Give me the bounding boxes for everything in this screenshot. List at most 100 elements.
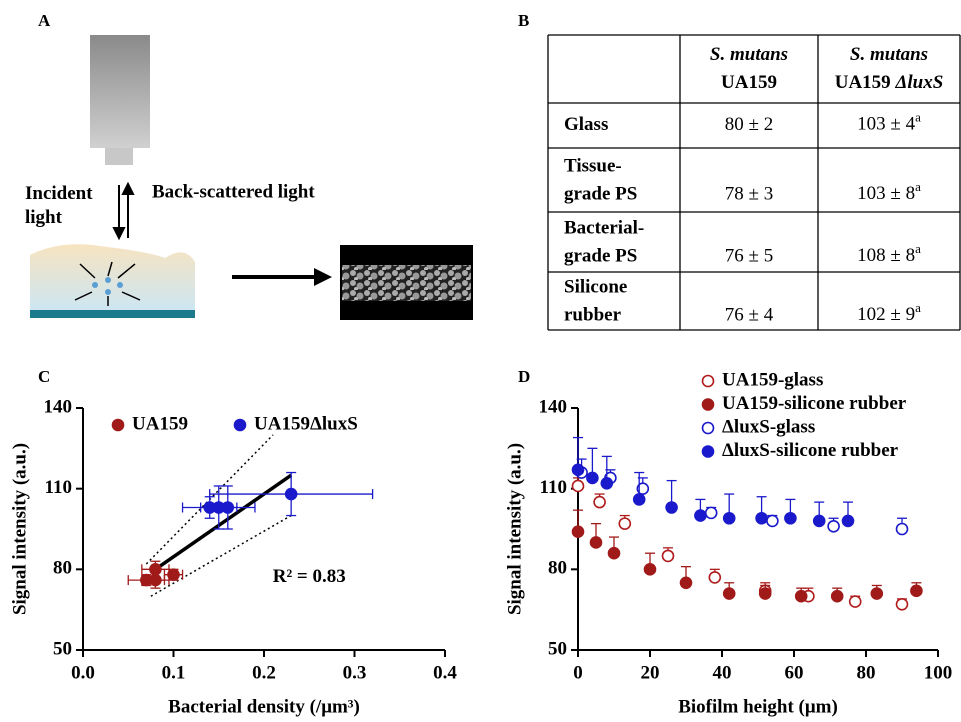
- header-species: S. mutans: [850, 44, 928, 65]
- legend-marker: [701, 398, 715, 411]
- cell-value: 78 ± 3: [725, 183, 773, 204]
- legend-marker: [701, 374, 715, 388]
- x-tick-label: 0.4: [433, 662, 457, 683]
- panel-label: A: [38, 11, 51, 30]
- header-mutant: ΔluxS: [894, 72, 943, 93]
- x-tick-label: 0.3: [343, 662, 367, 683]
- cell-value: 103 ± 4a: [857, 109, 921, 134]
- point: [571, 525, 585, 538]
- legend-label: ΔluxS-silicone rubber: [722, 440, 899, 461]
- cell-value: 102 ± 9a: [857, 300, 921, 325]
- header-strain: UA159: [721, 72, 777, 93]
- point: [618, 517, 632, 530]
- point: [600, 476, 614, 490]
- fit-line: [154, 473, 293, 571]
- point: [841, 514, 855, 528]
- row-label: Bacterial-: [564, 217, 644, 238]
- legend-item: ΔluxS-silicone rubber: [701, 440, 899, 461]
- point: [589, 536, 603, 549]
- cell-note: a: [915, 241, 921, 256]
- point: [722, 587, 736, 600]
- row-label: grade PS: [564, 183, 637, 204]
- point: [167, 568, 180, 582]
- biofilm: [30, 244, 195, 310]
- point: [830, 589, 844, 603]
- cell-value: 80 ± 2: [725, 114, 773, 135]
- row-label: rubber: [564, 304, 622, 325]
- y-tick-label: 140: [44, 396, 73, 417]
- point: [679, 576, 693, 590]
- point: [812, 514, 826, 528]
- y-tick-label: 140: [539, 396, 568, 417]
- point: [722, 511, 736, 525]
- legend-item: UA159: [111, 413, 188, 434]
- row-label: Silicone: [564, 276, 627, 297]
- backscatter-label: Back-scattered light: [152, 181, 315, 202]
- point: [661, 549, 675, 563]
- light-arrows: [112, 181, 135, 241]
- y-tick-label: 80: [53, 558, 72, 579]
- annotation: R² = 0.83: [273, 566, 346, 587]
- x-tick-label: 0.0: [71, 662, 95, 683]
- panel-label: B: [518, 11, 529, 30]
- header-species: S. mutans: [710, 44, 788, 65]
- table-header: UA159: [721, 72, 777, 93]
- legend-marker: [111, 418, 125, 432]
- point: [784, 511, 797, 525]
- cell-value: 76 ± 5: [725, 245, 773, 266]
- y-axis-label: Signal intensity (a.u.): [504, 443, 525, 615]
- point: [848, 595, 862, 608]
- point: [758, 587, 772, 600]
- cell-value: 103 ± 8a: [857, 179, 921, 204]
- incident-label: Incident light: [25, 183, 93, 228]
- point: [586, 471, 599, 485]
- point: [694, 509, 707, 522]
- legend-item: ΔluxS-glass: [701, 416, 815, 437]
- panel-label: C: [38, 367, 50, 386]
- point: [895, 522, 909, 536]
- point: [632, 493, 646, 506]
- legend-label: UA159-glass: [722, 369, 823, 390]
- x-tick-label: 100: [924, 662, 953, 683]
- cell-value: 76 ± 4: [725, 304, 774, 325]
- point: [910, 584, 923, 598]
- point: [755, 511, 768, 525]
- x-tick-label: 20: [641, 662, 660, 683]
- x-axis-label: Biofilm height (μm): [678, 696, 838, 717]
- legend-marker: [701, 421, 715, 435]
- point: [636, 482, 650, 495]
- cell-note: a: [915, 300, 921, 315]
- cell-main: 103 ± 4: [857, 114, 915, 135]
- table-header: UA159 ΔluxS: [835, 72, 944, 93]
- x-tick-label: 60: [785, 662, 804, 683]
- legend-label: ΔluxS-glass: [722, 416, 815, 437]
- x-tick-label: 0.2: [252, 662, 276, 683]
- legend-item: UA159-silicone rubber: [701, 393, 907, 414]
- y-axis-label: Signal intensity (a.u.): [9, 443, 30, 615]
- point: [571, 463, 585, 477]
- x-axis-label: Bacterial density (/μm³): [168, 696, 360, 717]
- scatter-arrows: [74, 261, 141, 306]
- header-strain: UA159: [835, 72, 891, 93]
- point: [665, 501, 678, 514]
- point: [607, 546, 621, 560]
- legend-marker: [701, 445, 715, 458]
- y-tick-label: 80: [548, 558, 567, 579]
- point: [149, 563, 162, 576]
- table-header: S. mutans: [710, 44, 788, 65]
- panel-label: D: [518, 367, 530, 386]
- substrate: [30, 310, 195, 318]
- legend-marker: [233, 418, 247, 432]
- confidence-band: [150, 514, 292, 597]
- point: [643, 563, 657, 576]
- cell-value: 108 ± 8a: [857, 241, 921, 266]
- x-tick-label: 0: [573, 662, 583, 683]
- point: [870, 587, 884, 600]
- nozzle: [105, 148, 133, 165]
- legend-label: UA159ΔluxS: [254, 413, 358, 434]
- x-tick-label: 0.1: [162, 662, 186, 683]
- legend-item: UA159ΔluxS: [233, 413, 358, 434]
- point: [571, 479, 585, 493]
- point: [704, 506, 718, 520]
